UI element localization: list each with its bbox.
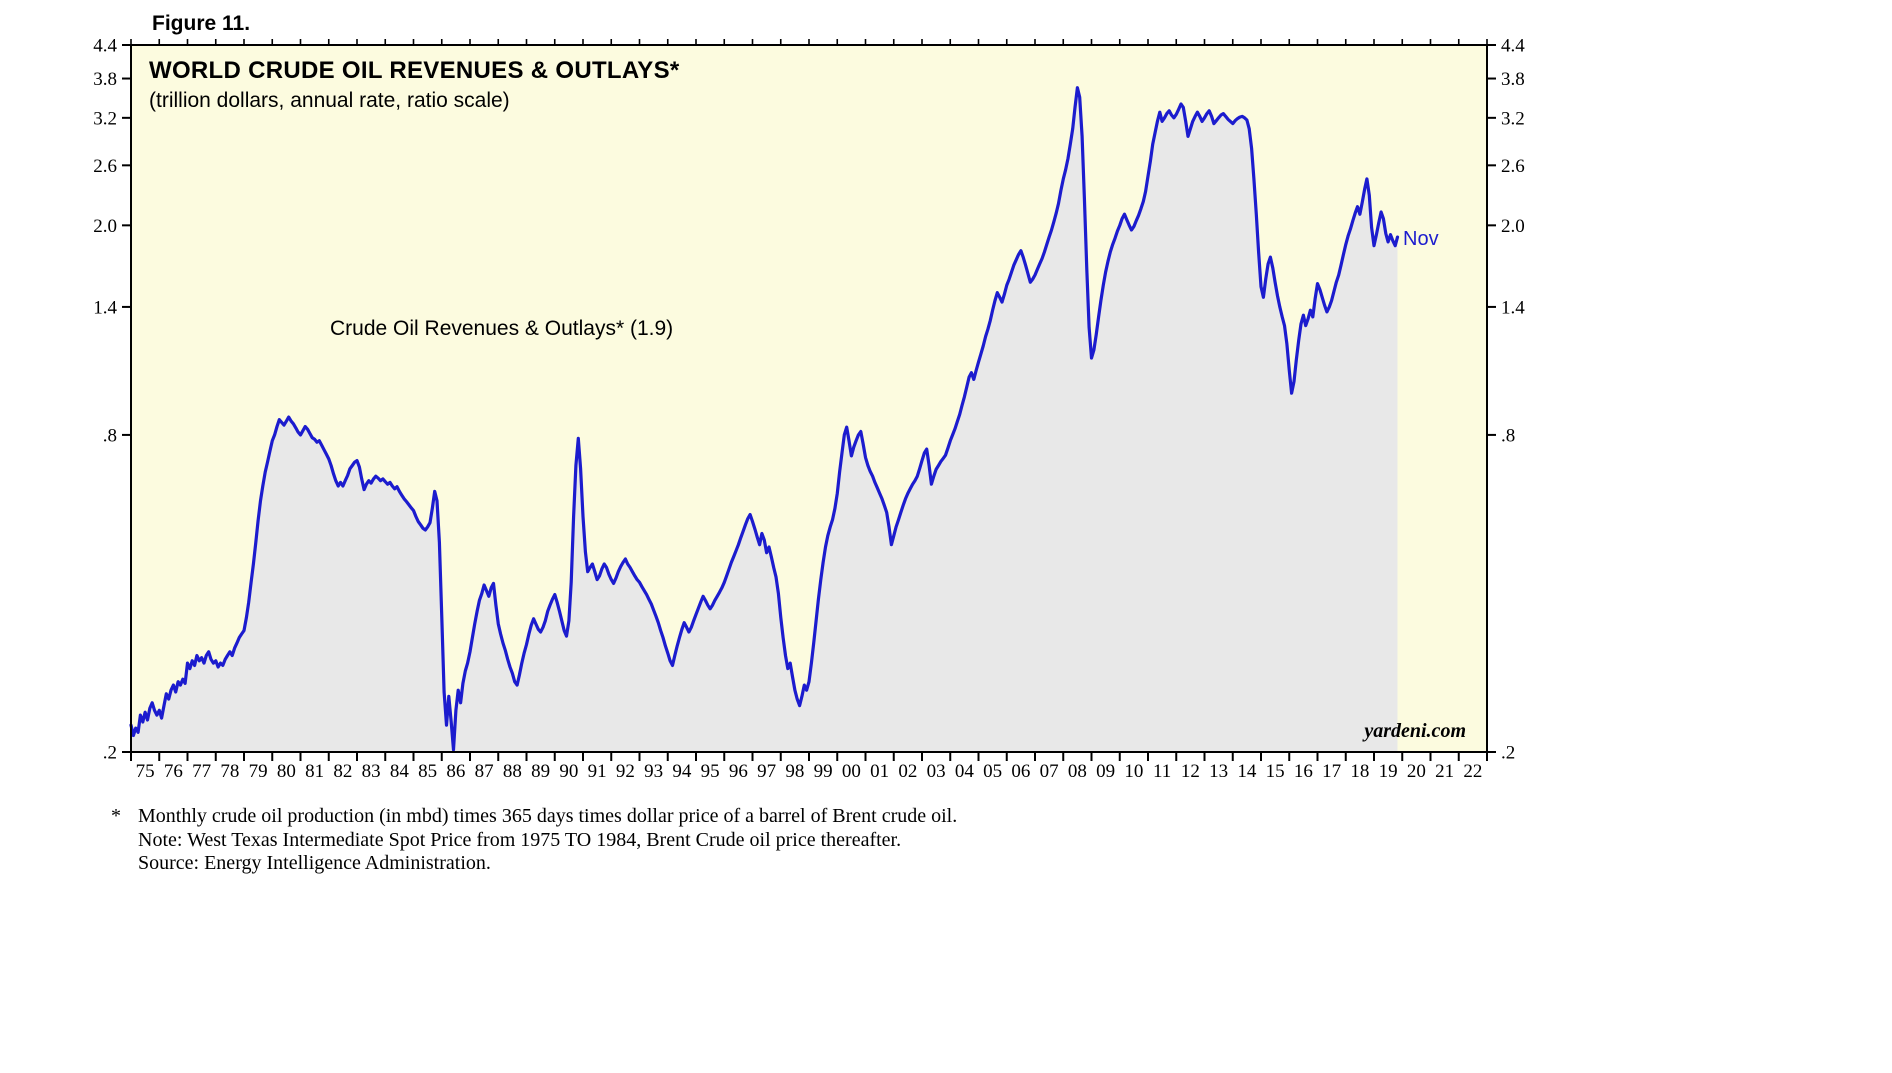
svg-text:12: 12: [1181, 761, 1200, 782]
svg-text:81: 81: [305, 761, 324, 782]
svg-text:85: 85: [418, 761, 437, 782]
svg-text:13: 13: [1209, 761, 1228, 782]
svg-text:4.4: 4.4: [1501, 36, 1525, 57]
svg-text:2.6: 2.6: [93, 156, 117, 177]
svg-text:82: 82: [333, 761, 352, 782]
svg-text:05: 05: [983, 761, 1002, 782]
series-annotation: Crude Oil Revenues & Outlays* (1.9): [330, 317, 674, 340]
svg-text:78: 78: [220, 761, 239, 782]
svg-text:11: 11: [1153, 761, 1171, 782]
svg-text:95: 95: [701, 761, 720, 782]
svg-text:4.4: 4.4: [93, 36, 117, 57]
svg-text:87: 87: [475, 761, 494, 782]
svg-text:19: 19: [1379, 761, 1398, 782]
area-under-line: [131, 87, 1398, 752]
svg-text:76: 76: [164, 761, 183, 782]
svg-text:2.0: 2.0: [1501, 216, 1525, 237]
svg-text:02: 02: [898, 761, 917, 782]
svg-text:91: 91: [588, 761, 607, 782]
svg-text:94: 94: [672, 761, 692, 782]
svg-text:75: 75: [136, 761, 155, 782]
crude-oil-revenues-line: [129, 86, 1400, 752]
svg-text:.8: .8: [1501, 425, 1515, 446]
svg-text:17: 17: [1322, 761, 1341, 782]
watermark: yardeni.com: [1364, 720, 1466, 742]
svg-text:1.4: 1.4: [93, 297, 117, 318]
svg-text:21: 21: [1435, 761, 1454, 782]
svg-text:07: 07: [1040, 761, 1059, 782]
chart-title: WORLD CRUDE OIL REVENUES & OUTLAYS*: [149, 57, 680, 84]
svg-text:16: 16: [1294, 761, 1313, 782]
latest-point-label: Nov: [1403, 228, 1439, 250]
svg-text:03: 03: [927, 761, 946, 782]
svg-text:01: 01: [870, 761, 889, 782]
svg-text:.2: .2: [103, 743, 117, 764]
footnote-line-3: Source: Energy Intelligence Administrati…: [138, 852, 491, 874]
svg-text:86: 86: [446, 761, 465, 782]
svg-text:89: 89: [531, 761, 550, 782]
svg-text:99: 99: [814, 761, 833, 782]
svg-text:08: 08: [1068, 761, 1087, 782]
svg-text:.2: .2: [1501, 743, 1515, 764]
footnote-line-2: Note: West Texas Intermediate Spot Price…: [138, 828, 902, 851]
svg-text:77: 77: [192, 761, 211, 782]
svg-text:83: 83: [362, 761, 381, 782]
svg-text:3.2: 3.2: [93, 108, 117, 129]
footnotes-block: Monthly crude oil production (in mbd) ti…: [138, 805, 957, 876]
svg-text:3.2: 3.2: [1501, 108, 1525, 129]
svg-text:22: 22: [1463, 761, 1482, 782]
svg-text:98: 98: [785, 761, 804, 782]
svg-text:18: 18: [1350, 761, 1369, 782]
svg-text:1.4: 1.4: [1501, 297, 1525, 318]
svg-text:84: 84: [390, 761, 410, 782]
svg-text:04: 04: [955, 761, 975, 782]
svg-text:2.6: 2.6: [1501, 156, 1525, 177]
svg-text:96: 96: [729, 761, 748, 782]
svg-text:3.8: 3.8: [93, 69, 117, 90]
axis-tick-labels: 4.4 4.4 3.8 3.8 3.2 3.2 2.6 2.6 2.0 2.0 1.4 1.4 .8 .8…: [93, 36, 1525, 783]
footnote-line-1: Monthly crude oil production (in mbd) ti…: [138, 805, 958, 827]
axis-ticks: [122, 39, 1496, 761]
svg-text:97: 97: [757, 761, 776, 782]
svg-text:93: 93: [644, 761, 663, 782]
svg-text:06: 06: [1011, 761, 1030, 782]
svg-text:3.8: 3.8: [1501, 69, 1525, 90]
svg-text:79: 79: [249, 761, 268, 782]
svg-text:14: 14: [1237, 761, 1257, 782]
figure-label: Figure 11.: [152, 12, 251, 35]
footnote-asterisk: *: [111, 805, 121, 827]
svg-text:90: 90: [559, 761, 578, 782]
chart-subtitle: (trillion dollars, annual rate, ratio sc…: [149, 89, 510, 112]
svg-text:.8: .8: [103, 425, 117, 446]
svg-text:00: 00: [842, 761, 861, 782]
svg-text:92: 92: [616, 761, 635, 782]
svg-text:20: 20: [1407, 761, 1426, 782]
svg-text:80: 80: [277, 761, 296, 782]
svg-text:2.0: 2.0: [93, 216, 117, 237]
svg-text:88: 88: [503, 761, 522, 782]
svg-text:10: 10: [1124, 761, 1143, 782]
svg-text:15: 15: [1266, 761, 1285, 782]
svg-text:09: 09: [1096, 761, 1115, 782]
